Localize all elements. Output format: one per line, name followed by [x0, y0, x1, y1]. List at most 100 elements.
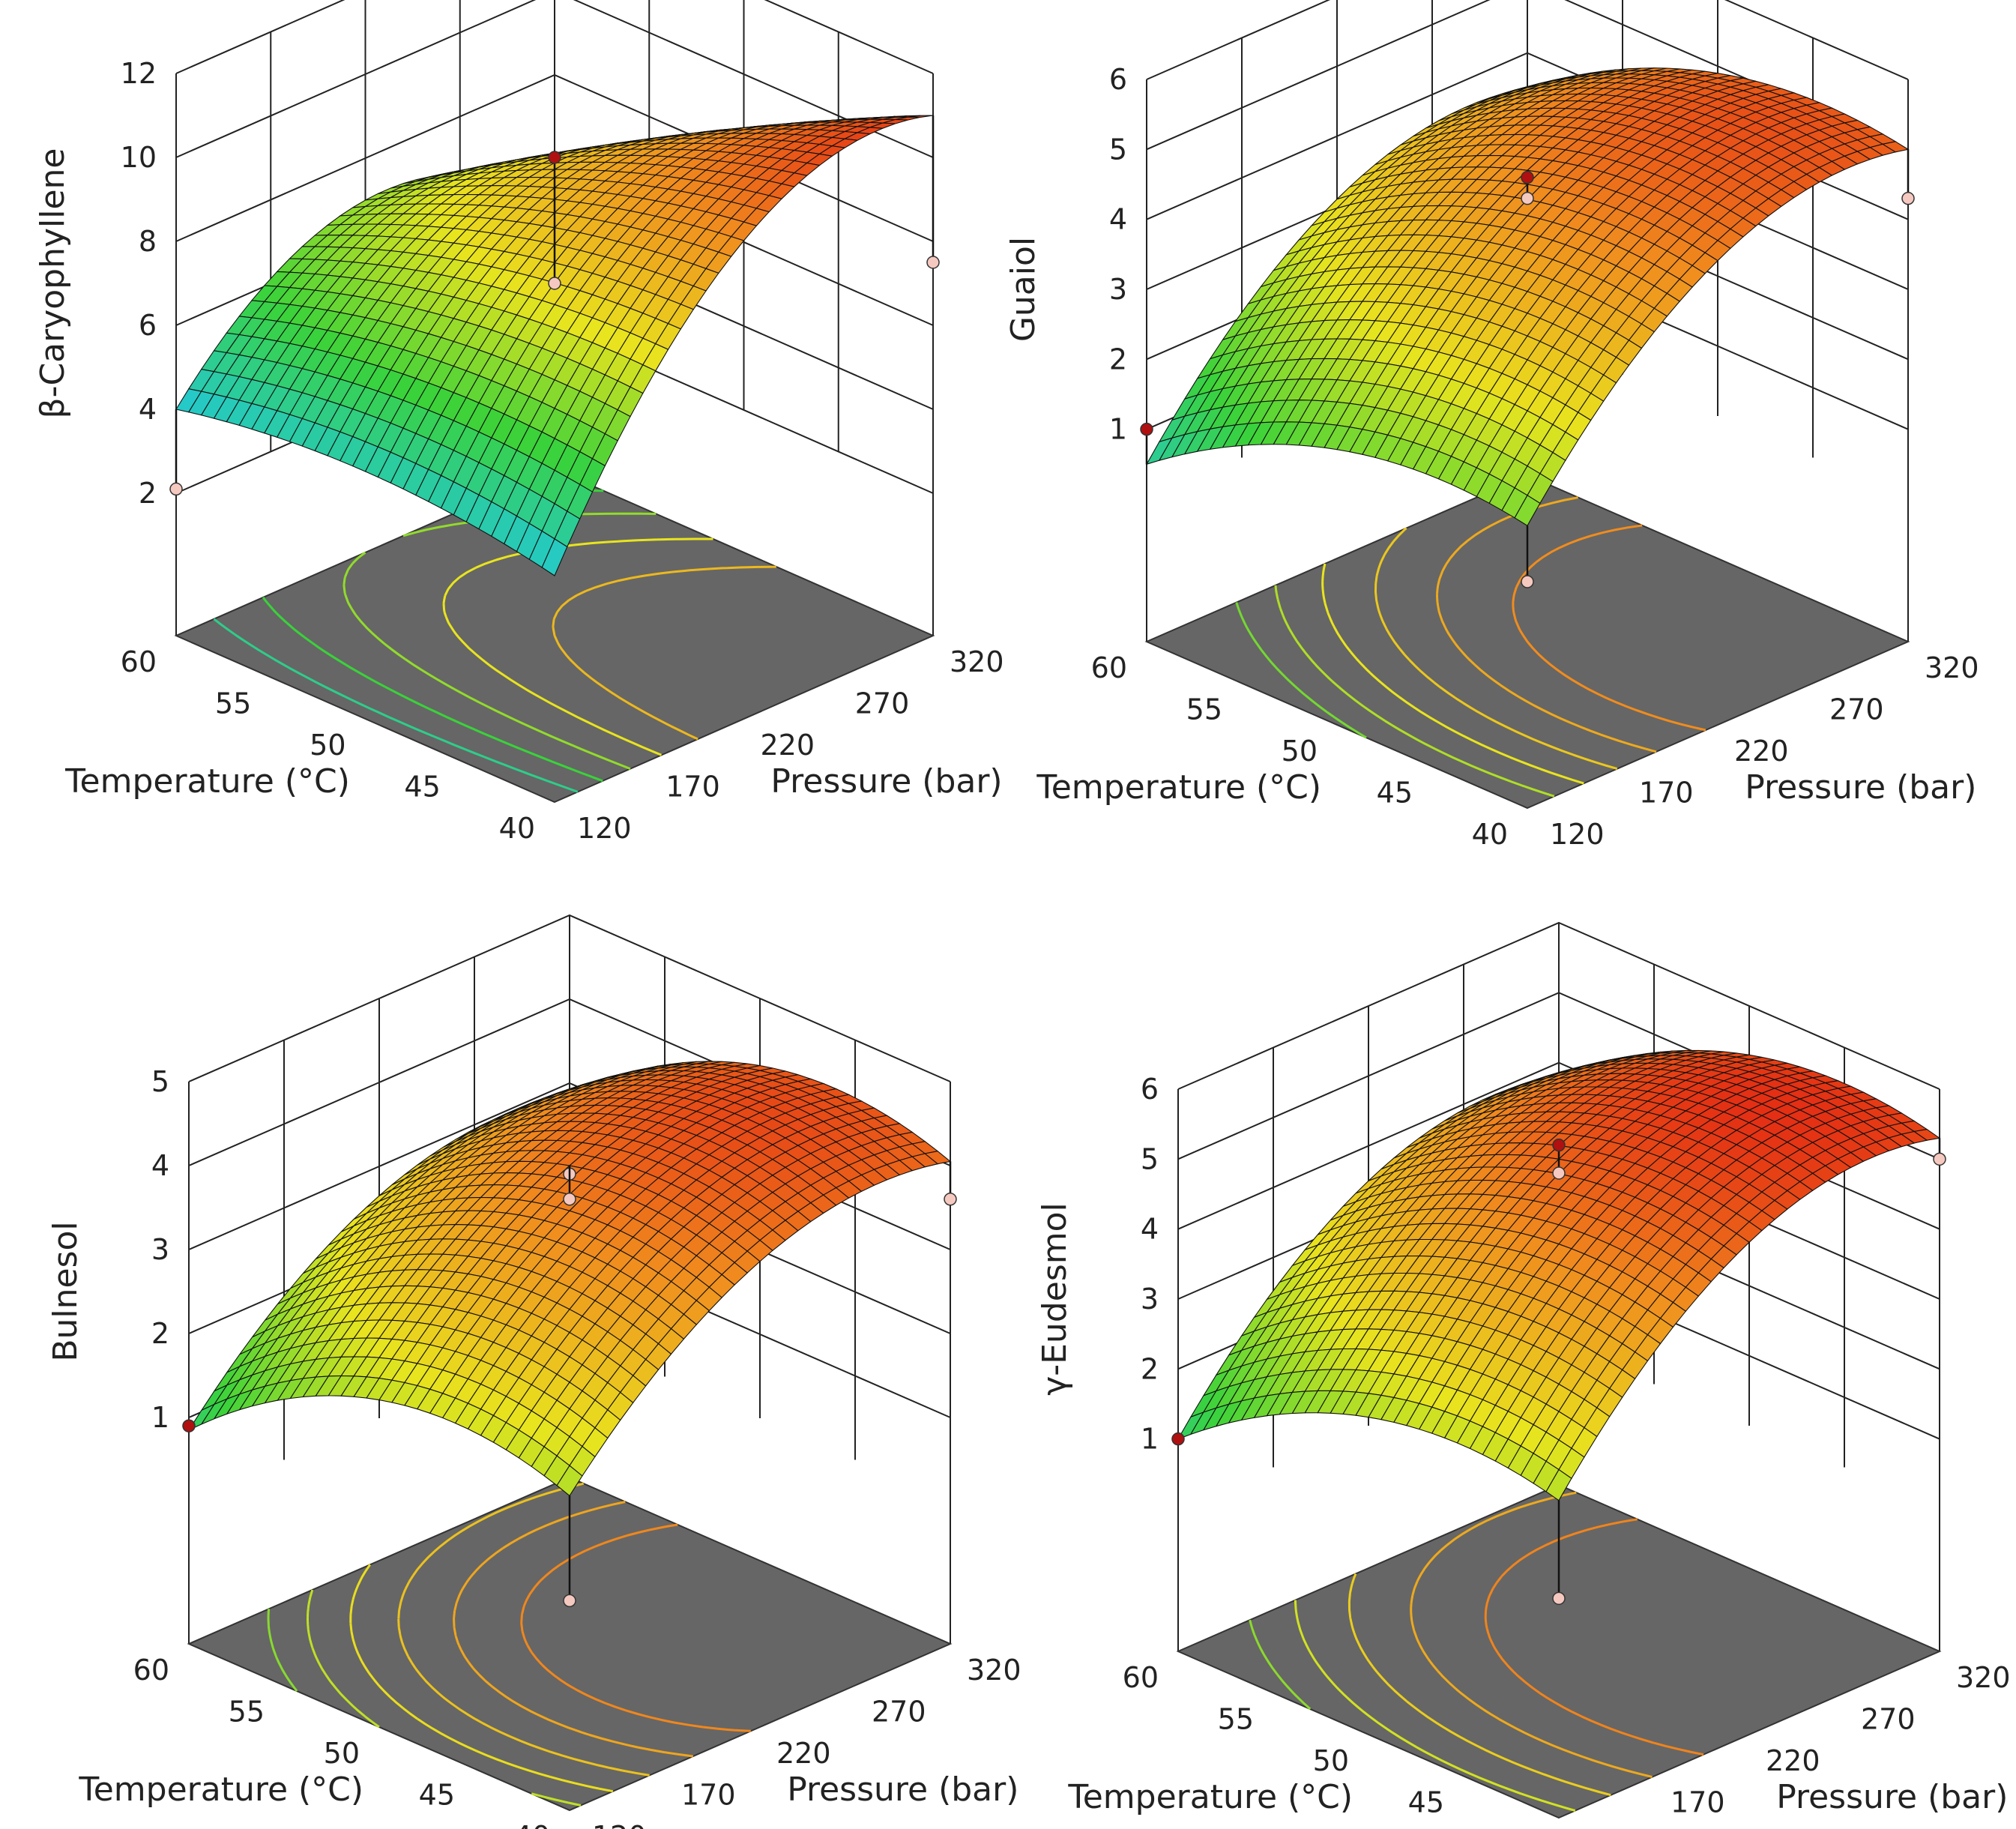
z-tick-label: 5 [1141, 1142, 1159, 1175]
design-point [563, 1594, 576, 1608]
x-axis-label: Pressure (bar) [1776, 1778, 2008, 1816]
x-tick-label: 120 [1581, 1828, 1636, 1829]
design-point [1521, 575, 1534, 588]
response-surface [1145, 67, 1910, 527]
x-tick-label: 270 [872, 1696, 926, 1729]
response-surface [1177, 1049, 1941, 1501]
design-point [548, 151, 561, 164]
x-tick-label: 270 [1861, 1703, 1916, 1736]
design-point [944, 1193, 957, 1206]
y-tick-label: 40 [514, 1820, 550, 1829]
x-tick-label: 170 [1639, 777, 1694, 810]
design-point [1552, 1138, 1566, 1152]
x-tick-label: 220 [761, 729, 815, 762]
y-axis-label: Temperature (°C) [1067, 1778, 1353, 1816]
y-tick-label: 50 [324, 1737, 360, 1770]
x-tick-label: 170 [681, 1779, 736, 1812]
z-tick-label: 1 [151, 1401, 169, 1434]
y-tick-label: 50 [1313, 1744, 1349, 1777]
z-tick-label: 12 [121, 57, 157, 90]
z-tick-label: 10 [121, 141, 157, 174]
caryophyllene-surface-plot: 2 4 6 8 10 12 120 170 220 270 320 40 45 50 55 60 Pressur… [34, 0, 1004, 845]
z-tick-label: 5 [151, 1065, 169, 1098]
z-tick-label: 4 [1109, 203, 1127, 236]
design-point [563, 1193, 576, 1206]
y-tick-label: 60 [1091, 651, 1127, 684]
z-axis-label: γ-Eudesmol [1036, 1202, 1074, 1396]
x-tick-label: 120 [592, 1820, 647, 1829]
x-tick-label: 170 [1671, 1786, 1725, 1819]
y-tick-label: 55 [1186, 693, 1222, 726]
x-tick-label: 220 [1734, 735, 1789, 768]
z-tick-label: 2 [1109, 343, 1127, 376]
y-tick-label: 40 [1503, 1828, 1539, 1829]
x-tick-label: 220 [776, 1737, 831, 1770]
z-tick-label: 1 [1109, 413, 1127, 446]
z-axis-label: Bulnesol [46, 1221, 85, 1361]
x-tick-label: 120 [577, 812, 632, 845]
design-point [1901, 191, 1915, 205]
design-points [1140, 149, 1915, 588]
design-point [182, 1419, 196, 1432]
design-point [1552, 1591, 1566, 1606]
y-tick-label: 50 [310, 729, 345, 762]
z-tick-label: 2 [1141, 1352, 1159, 1385]
floor-contours [1249, 1491, 1704, 1812]
z-tick-label: 1 [1141, 1423, 1159, 1456]
x-tick-label: 320 [1925, 651, 1979, 684]
x-axis-label: Pressure (bar) [787, 1771, 1018, 1809]
design-points [169, 115, 940, 496]
z-tick-label: 3 [1141, 1283, 1159, 1316]
z-axis-label: β-Caryophyllene [34, 148, 72, 418]
y-tick-label: 45 [1377, 777, 1413, 810]
z-tick-label: 4 [151, 1149, 169, 1182]
y-tick-label: 60 [121, 645, 157, 678]
y-tick-label: 40 [1472, 818, 1508, 851]
design-point [1521, 191, 1534, 205]
guaiol-surface-plot: 1234561201702202703204045505560Pressure … [1004, 0, 1979, 851]
y-tick-label: 40 [499, 812, 535, 845]
design-point [1171, 1432, 1185, 1446]
y-tick-label: 55 [215, 687, 251, 720]
x-tick-label: 120 [1550, 818, 1605, 851]
z-tick-label: 5 [1109, 133, 1127, 166]
design-points [1171, 1138, 1946, 1606]
z-tick-label: 8 [139, 225, 157, 258]
z-tick-label: 6 [1109, 63, 1127, 96]
y-axis-label: Temperature (°C) [64, 762, 350, 801]
x-axis-label: Pressure (bar) [1745, 768, 1976, 807]
z-tick-label: 6 [1141, 1073, 1159, 1106]
response-surface [175, 115, 934, 576]
response-surface [187, 1061, 952, 1497]
y-tick-label: 45 [1408, 1786, 1444, 1819]
floor-contours [267, 1482, 751, 1807]
x-tick-label: 320 [1956, 1661, 2011, 1694]
x-tick-label: 320 [950, 645, 1004, 678]
y-axis-label: Temperature (°C) [1036, 768, 1321, 807]
y-tick-label: 45 [419, 1779, 455, 1812]
z-tick-label: 3 [151, 1233, 169, 1266]
design-point [169, 482, 183, 496]
design-points [182, 1161, 957, 1608]
z-tick-label: 4 [1141, 1213, 1159, 1246]
floor-contours [1235, 496, 1706, 798]
y-tick-label: 60 [133, 1654, 169, 1687]
x-tick-label: 270 [1829, 693, 1884, 726]
z-axis-label: Guaiol [1004, 237, 1042, 342]
z-tick-label: 6 [139, 309, 157, 342]
z-tick-label: 2 [139, 477, 157, 510]
eudesmol-surface-plot: 1234561201702202703204045505560Pressure … [1036, 921, 2011, 1829]
y-tick-label: 50 [1282, 735, 1318, 768]
y-axis-label: Temperature (°C) [78, 1771, 363, 1809]
x-tick-label: 320 [967, 1654, 1021, 1687]
y-tick-label: 55 [229, 1696, 265, 1729]
z-tick-label: 2 [151, 1317, 169, 1350]
design-point [1521, 170, 1534, 184]
design-point [1933, 1152, 1946, 1166]
x-tick-label: 170 [666, 771, 720, 804]
x-tick-label: 220 [1766, 1744, 1820, 1777]
tick-labels: 123451201702202703204045505560 [133, 1065, 1021, 1829]
